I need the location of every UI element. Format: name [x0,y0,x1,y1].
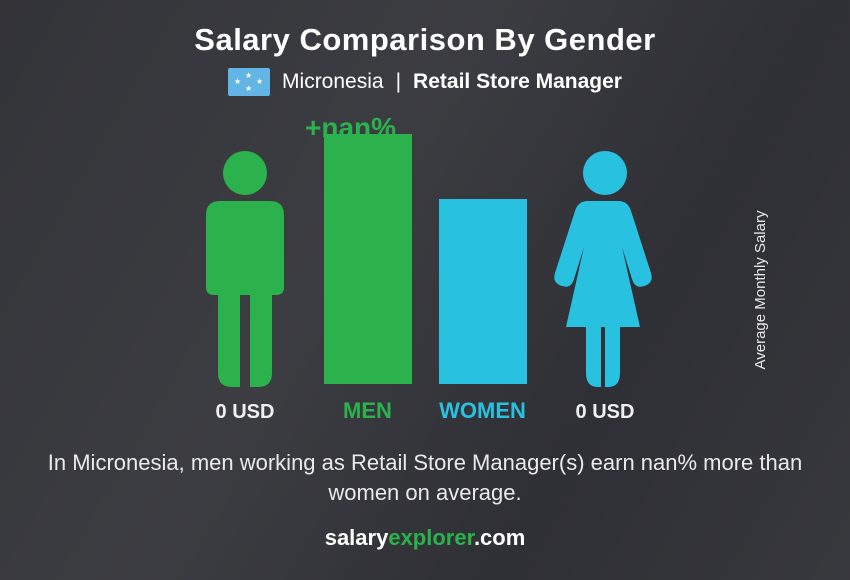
subtitle-separator: | [396,70,401,94]
men-bar-label: MEN [343,398,392,424]
women-value: 0 USD [576,401,635,424]
men-icon-column: 0 USD [190,147,300,424]
chart-area: +nan% 0 USD MEN WOMEN [30,114,820,424]
footer-part2: explorer [388,525,474,550]
footer-brand: salaryexplorer.com [325,525,526,551]
men-bar [324,134,412,384]
women-bar [439,199,527,384]
micronesia-flag-icon: ★★★★ [228,68,270,96]
women-icon-column: 0 USD [550,147,660,424]
subtitle-row: ★★★★ Micronesia | Retail Store Manager [228,68,622,96]
subtitle-role: Retail Store Manager [413,70,622,94]
y-axis-label: Average Monthly Salary [752,211,769,370]
men-value: 0 USD [216,401,275,424]
women-bar-column: WOMEN [435,199,530,424]
men-bar-column: MEN [320,134,415,424]
female-person-icon [550,147,660,387]
caption-text: In Micronesia, men working as Retail Sto… [45,448,805,507]
infographic-container: Salary Comparison By Gender ★★★★ Microne… [0,0,850,580]
subtitle-country: Micronesia [282,70,384,94]
women-bar-label: WOMEN [439,398,526,424]
page-title: Salary Comparison By Gender [194,22,655,58]
difference-label: +nan% [305,112,396,144]
footer-part3: .com [474,525,525,550]
footer-part1: salary [325,525,389,550]
male-person-icon [190,147,300,387]
